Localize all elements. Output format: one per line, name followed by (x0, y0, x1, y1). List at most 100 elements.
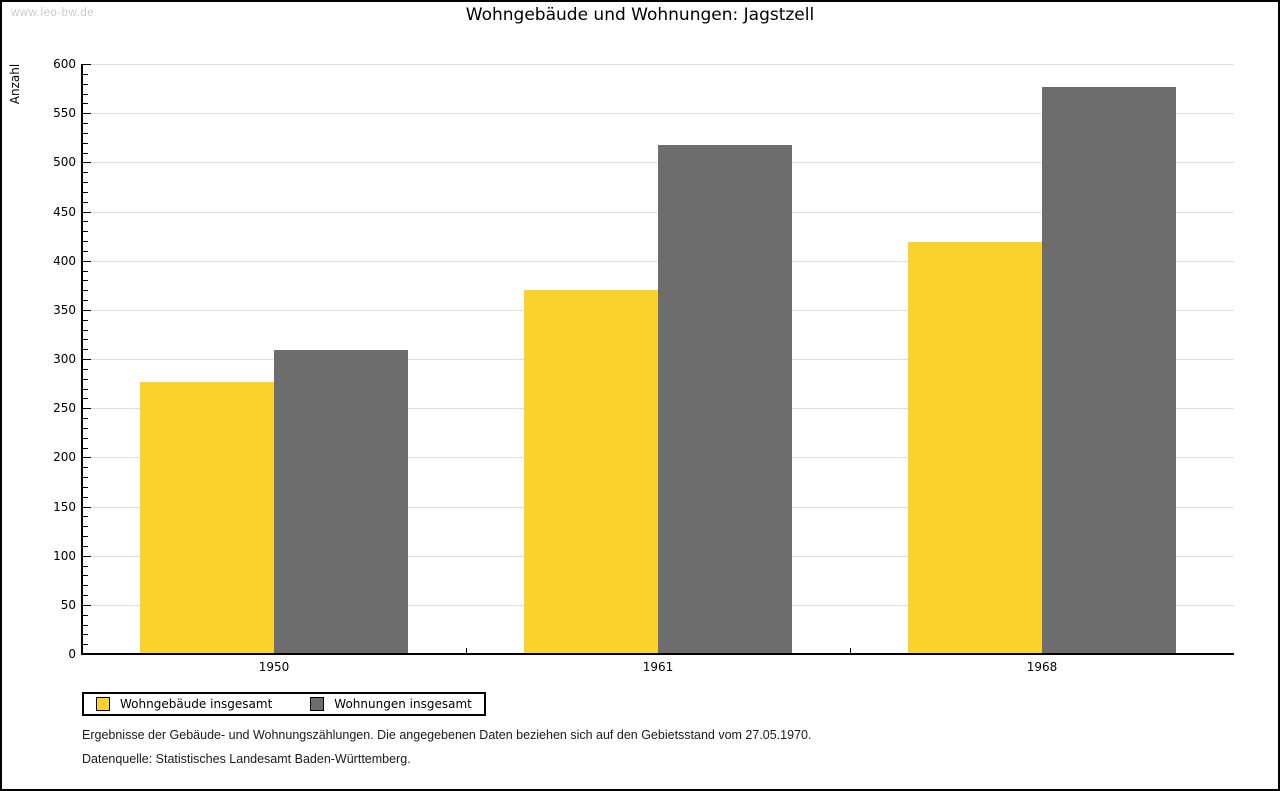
y-axis-tick (83, 192, 88, 193)
y-axis-tick (83, 310, 91, 311)
y-axis-tick (83, 389, 88, 390)
y-axis-tick (83, 585, 88, 586)
y-axis-tick (83, 113, 91, 114)
watermark: www.leo-bw.de (11, 7, 95, 19)
y-axis-tick (83, 448, 88, 449)
y-axis-tick (83, 330, 88, 331)
y-axis-tick (83, 575, 88, 576)
y-axis-title: Anzahl (8, 63, 22, 105)
y-axis-tick (83, 162, 91, 163)
y-axis-tick (83, 428, 88, 429)
y-axis-tick (83, 74, 88, 75)
y-axis-tick (83, 615, 88, 616)
y-axis-line (81, 64, 83, 655)
y-axis-tick (83, 497, 88, 498)
y-axis-tick (83, 202, 88, 203)
bar-1961-wohnungen-insgesamt (658, 145, 792, 654)
y-axis-tick (83, 634, 88, 635)
y-axis-tick-label: 500 (53, 155, 76, 169)
x-axis-category-label: 1950 (258, 660, 290, 674)
y-axis-tick-label: 200 (53, 450, 76, 464)
gridline (82, 64, 1234, 65)
y-axis-tick (83, 261, 91, 262)
y-axis-tick (83, 457, 91, 458)
y-axis-tick (83, 605, 91, 606)
y-axis-tick-label: 0 (68, 647, 76, 661)
y-axis-tick (83, 467, 88, 468)
y-axis-tick (83, 398, 88, 399)
y-axis-tick-label: 150 (53, 500, 76, 514)
y-axis-tick (83, 94, 88, 95)
y-axis-tick (83, 644, 88, 645)
y-axis-tick-label: 350 (53, 303, 76, 317)
y-axis-tick (83, 143, 88, 144)
bar-1950-wohngeb-ude-insgesamt (140, 382, 274, 654)
x-axis-tick (850, 648, 851, 654)
legend-swatch-wohngebaeude (96, 697, 110, 711)
y-axis-tick (83, 339, 88, 340)
legend-swatch-wohnungen (310, 697, 325, 711)
y-axis-tick (83, 320, 88, 321)
x-axis-category-label: 1968 (1026, 660, 1058, 674)
y-axis-tick-label: 600 (53, 57, 76, 71)
y-axis-tick (83, 251, 88, 252)
legend-item-wohngebaeude: Wohngebäude insgesamt (96, 697, 272, 711)
y-axis-tick-label: 300 (53, 352, 76, 366)
y-axis-tick (83, 516, 88, 517)
footnote-data-source: Datenquelle: Statistisches Landesamt Bad… (82, 752, 411, 766)
bar-1961-wohngeb-ude-insgesamt (524, 290, 658, 654)
y-axis-tick (83, 379, 88, 380)
y-axis-tick (83, 487, 88, 488)
y-axis-tick-label: 250 (53, 401, 76, 415)
x-axis-line (81, 653, 1234, 655)
y-axis-tick (83, 526, 88, 527)
y-axis-tick (83, 438, 88, 439)
y-axis-tick-label: 450 (53, 205, 76, 219)
y-axis-tick (83, 182, 88, 183)
y-axis-tick (83, 625, 88, 626)
y-axis-tick-label: 400 (53, 254, 76, 268)
y-axis-tick (83, 369, 88, 370)
y-axis-tick (83, 556, 91, 557)
y-axis-tick (83, 359, 91, 360)
legend-label: Wohnungen insgesamt (334, 697, 472, 711)
y-axis-tick-label: 550 (53, 106, 76, 120)
gridline (82, 113, 1234, 114)
y-axis-tick (83, 477, 88, 478)
y-axis-tick (83, 408, 91, 409)
y-axis-tick (83, 241, 88, 242)
y-axis-tick (83, 280, 88, 281)
y-axis-tick (83, 595, 88, 596)
y-axis-tick (83, 290, 88, 291)
y-axis-tick (83, 103, 88, 104)
footnote-source-note: Ergebnisse der Gebäude- und Wohnungszähl… (82, 728, 812, 742)
y-axis-tick-label: 50 (60, 598, 76, 612)
y-axis-tick (83, 566, 88, 567)
y-axis-tick (83, 536, 88, 537)
y-axis-tick (83, 84, 88, 85)
bar-1950-wohnungen-insgesamt (274, 350, 408, 654)
y-axis-tick (83, 212, 91, 213)
y-axis-tick (83, 546, 88, 547)
y-axis-tick (83, 231, 88, 232)
y-axis-tick (83, 221, 88, 222)
bar-1968-wohngeb-ude-insgesamt (908, 242, 1042, 654)
y-axis-tick (83, 172, 88, 173)
legend-label: Wohngebäude insgesamt (120, 697, 273, 711)
y-axis-tick (83, 123, 88, 124)
y-axis-tick (83, 153, 88, 154)
legend-item-wohnungen: Wohnungen insgesamt (310, 697, 472, 711)
x-axis-category-label: 1961 (642, 660, 674, 674)
y-axis-tick (83, 300, 88, 301)
bar-1968-wohnungen-insgesamt (1042, 87, 1176, 654)
y-axis-tick (83, 418, 88, 419)
y-axis-tick (83, 349, 88, 350)
y-axis-tick (83, 133, 88, 134)
x-axis-tick (466, 648, 467, 654)
chart-title: Wohngebäude und Wohnungen: Jagstzell (465, 5, 815, 25)
y-axis-tick (83, 271, 88, 272)
y-axis-tick (83, 64, 91, 65)
y-axis-tick (83, 507, 91, 508)
legend: Wohngebäude insgesamt Wohnungen insgesam… (82, 692, 486, 716)
